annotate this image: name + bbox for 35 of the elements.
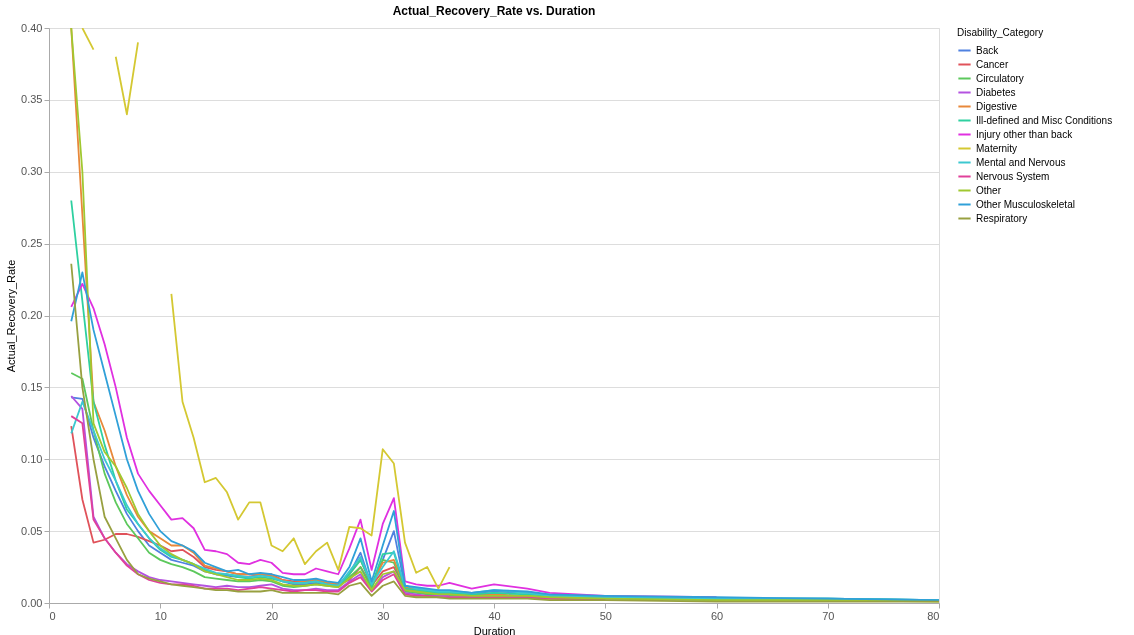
y-tick-label: 0.35 <box>21 93 43 106</box>
x-tick-label: 10 <box>154 609 167 622</box>
x-tick-label: 70 <box>822 609 835 622</box>
y-tick-label: 0.15 <box>21 380 43 393</box>
y-tick-label: 0.25 <box>21 237 43 250</box>
y-tick-label: 0.05 <box>21 524 43 537</box>
legend-label: Circulatory <box>976 72 1024 84</box>
chart-title: Actual_Recovery_Rate vs. Duration <box>392 4 596 18</box>
y-tick-label: 0.20 <box>21 309 43 321</box>
y-tick-label: 0.10 <box>21 452 43 465</box>
legend-label: Other <box>976 184 1002 196</box>
x-tick-label: 30 <box>377 609 390 622</box>
y-axis-title: Actual_Recovery_Rate <box>5 259 18 373</box>
x-tick-label: 20 <box>265 609 279 622</box>
legend-label: Diabetes <box>976 86 1016 98</box>
legend-label: Cancer <box>976 58 1009 70</box>
x-tick-label: 80 <box>927 609 940 622</box>
x-tick-label: 40 <box>488 609 501 622</box>
x-tick-label: 0 <box>49 609 56 622</box>
y-tick-label: 0.40 <box>21 21 43 34</box>
y-tick-label: 0.30 <box>21 165 43 178</box>
legend-label: Maternity <box>976 142 1018 154</box>
x-axis-title: Duration <box>473 624 516 635</box>
legend-label: Injury other than back <box>976 128 1074 140</box>
legend-label: Respiratory <box>976 212 1028 224</box>
legend-label: Ill-defined and Misc Conditions <box>976 114 1113 126</box>
legend-label: Back <box>976 44 1000 56</box>
legend-label: Nervous System <box>976 170 1050 182</box>
x-tick-label: 50 <box>599 609 612 622</box>
legend-label: Digestive <box>976 100 1018 112</box>
y-tick-label: 0.00 <box>21 596 43 609</box>
legend-label: Other Musculoskeletal <box>976 198 1075 210</box>
legend-title: Disability_Category <box>957 27 1044 38</box>
legend-label: Mental and Nervous <box>976 156 1066 168</box>
x-tick-label: 60 <box>710 609 724 622</box>
